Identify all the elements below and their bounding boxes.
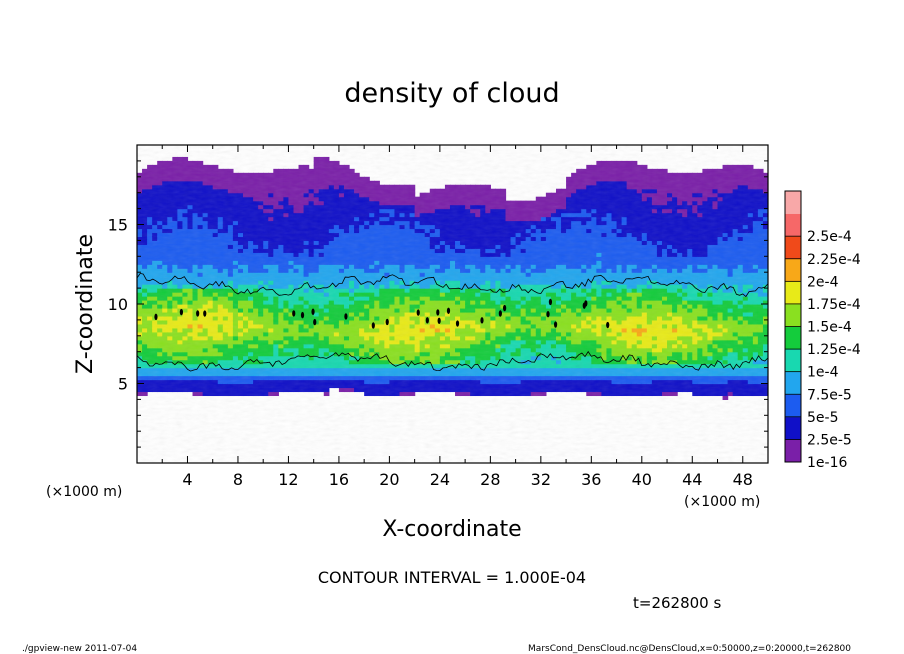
chart-title: density of cloud [344,78,559,109]
plot-area [137,145,768,463]
